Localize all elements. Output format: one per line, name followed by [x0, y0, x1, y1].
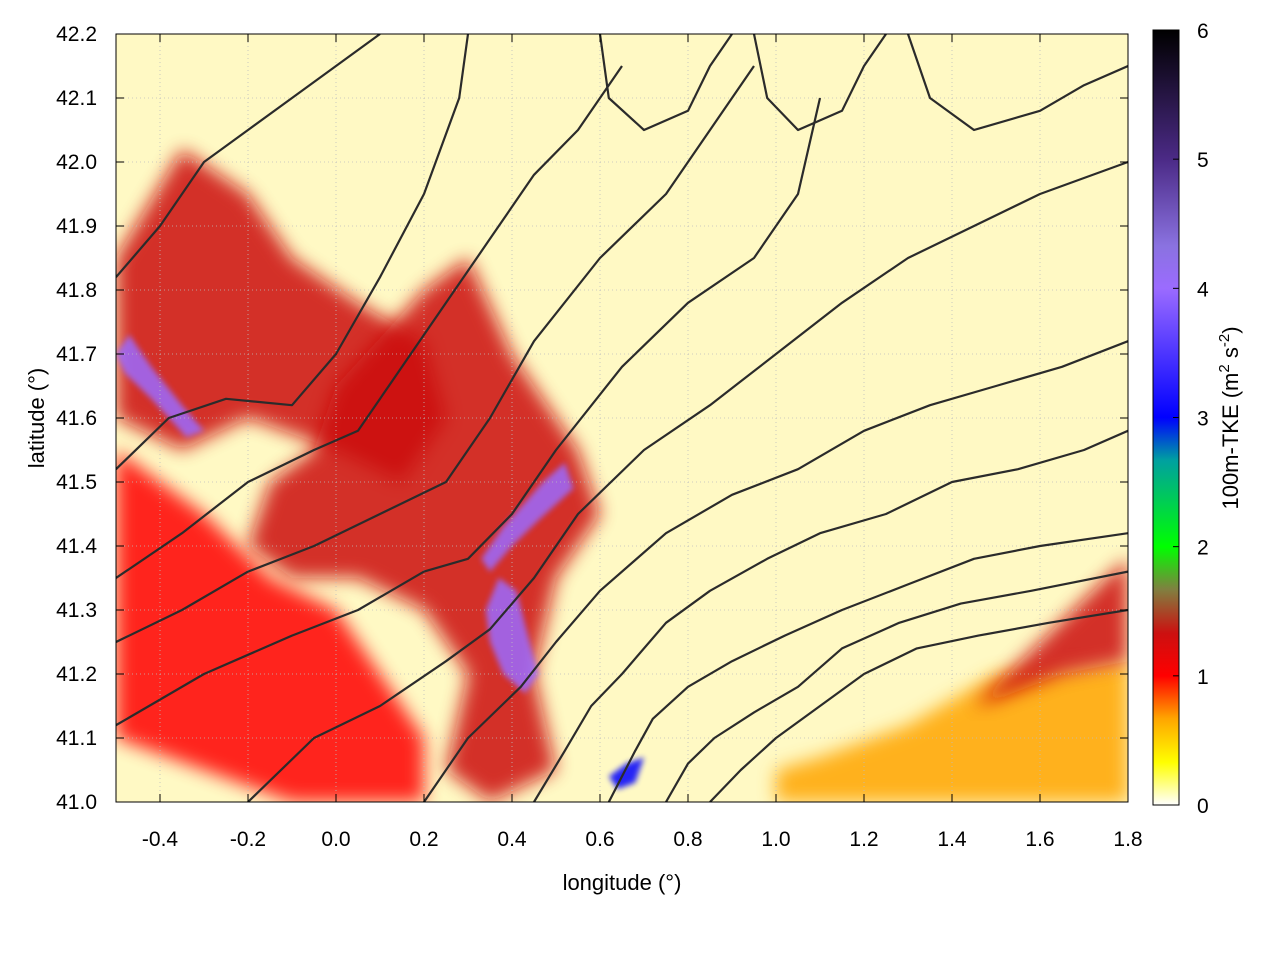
y-tick-label: 41.4 — [56, 535, 97, 558]
x-tick-label: 0.0 — [321, 828, 350, 851]
y-tick-label: 41.0 — [56, 791, 97, 814]
contour-line — [116, 65, 623, 579]
tke-region-east-south-peak — [608, 757, 644, 790]
contour-line — [247, 160, 1128, 802]
x-tick-label: -0.2 — [230, 828, 266, 851]
x-tick-label: 0.2 — [409, 828, 438, 851]
x-tick-label: 0.4 — [497, 828, 527, 851]
y-tick-label: 41.8 — [56, 279, 97, 302]
y-tick-label: 42.2 — [56, 23, 97, 46]
x-tick-label: -0.4 — [142, 828, 179, 851]
x-axis-label: longitude (°) — [563, 870, 682, 895]
x-tick-label: 1.2 — [849, 828, 878, 851]
x-tick-label: 0.6 — [585, 828, 614, 851]
tke-region-valley-peak-north — [481, 462, 574, 572]
x-tick-label: 1.4 — [937, 828, 967, 851]
y-tick-label: 41.3 — [56, 599, 97, 622]
x-tick-label: 1.0 — [761, 828, 790, 851]
colorbar-label-sup1: 2 — [1216, 364, 1233, 372]
contour-line — [116, 65, 755, 643]
y-axis-ticks: 41.0 41.1 41.2 41.3 41.4 41.5 41.6 41.7 41.8 41.9… — [56, 23, 1128, 814]
colorbar-tick-label: 4 — [1197, 278, 1209, 301]
tke-region-east-coast-band — [974, 558, 1128, 706]
y-axis-label: latitude (°) — [24, 368, 49, 469]
contour-line — [752, 34, 887, 132]
y-tick-label: 41.9 — [56, 215, 97, 238]
colorbar-tick-label: 6 — [1197, 20, 1209, 43]
contour-line — [709, 608, 1128, 802]
grid-lines — [116, 34, 1128, 802]
terrain-contours — [116, 34, 1128, 802]
colorbar-label: 100m-TKE (m2 s-2) — [1216, 326, 1243, 509]
contour-line — [533, 429, 1128, 802]
x-tick-label: 0.8 — [673, 828, 702, 851]
y-tick-label: 41.5 — [56, 471, 97, 494]
y-tick-label: 42.0 — [56, 151, 97, 174]
contour-line — [423, 340, 1128, 802]
y-tick-label: 41.7 — [56, 343, 97, 366]
colorbar-label-end: ) — [1218, 326, 1243, 333]
y-tick-label: 41.1 — [56, 727, 97, 750]
y-tick-label: 42.1 — [56, 87, 97, 110]
contour-line — [906, 34, 1128, 132]
colorbar-tick-label: 3 — [1197, 408, 1209, 431]
x-tick-label: 1.8 — [1113, 828, 1142, 851]
contour-line — [116, 97, 822, 727]
tke-region-southwest-mid-tke — [116, 450, 424, 802]
colorbar-label-mid: s — [1218, 347, 1243, 364]
colorbar-tick-label: 2 — [1197, 537, 1209, 560]
colorbar-ticks: 0 1 2 3 4 5 6 — [1173, 20, 1209, 818]
y-tick-label: 41.2 — [56, 663, 97, 686]
colorbar-label-main: 100m-TKE (m — [1218, 373, 1243, 510]
x-axis-ticks: -0.4 -0.2 0.0 0.2 0.4 0.6 0.8 1.0 1.2 1.4 1.6 1.8 — [142, 34, 1143, 851]
colorbar-tick-label: 0 — [1197, 795, 1209, 818]
tke-region-valley-peak-south — [485, 578, 539, 694]
colorbar-tick-label: 1 — [1197, 666, 1209, 689]
contour-line — [665, 570, 1128, 802]
colorbar-tick-label: 5 — [1197, 149, 1209, 172]
contour-line — [607, 532, 1128, 802]
contour-line — [598, 34, 733, 132]
x-tick-label: 1.6 — [1025, 828, 1054, 851]
y-tick-label: 41.6 — [56, 407, 97, 430]
contour-line — [116, 34, 381, 278]
contour-line — [116, 34, 470, 470]
colorbar-label-sup2: -2 — [1216, 334, 1233, 347]
